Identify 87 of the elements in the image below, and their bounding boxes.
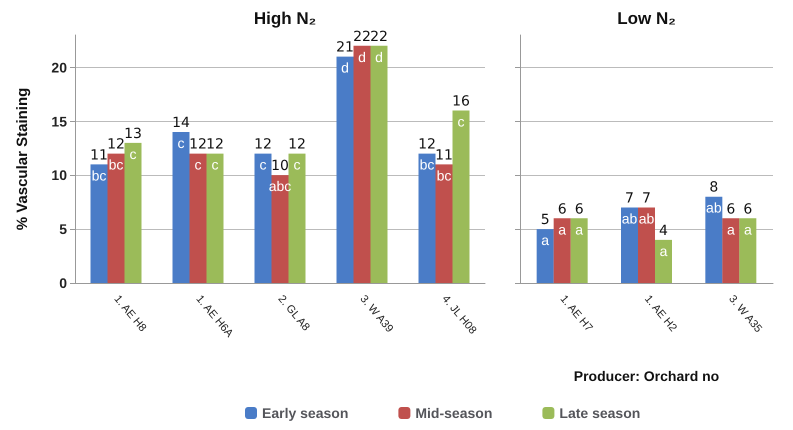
annotation: d [375, 48, 383, 65]
y-tick-label: 15 [51, 113, 68, 130]
chart-title: High N₂ [254, 9, 316, 28]
bar [336, 56, 354, 283]
x-tick-label: 1. AE H8 [111, 293, 149, 334]
data-label: 13 [124, 126, 142, 142]
annotation: bc [92, 167, 106, 184]
x-tick-label: 3. W A39 [357, 293, 396, 336]
bar [436, 164, 452, 283]
x-tick-label: 4. JL H08 [439, 293, 479, 337]
bar [570, 218, 588, 283]
data-label: 14 [172, 115, 190, 132]
bar [554, 218, 571, 283]
bar [190, 154, 206, 283]
annotation: a [575, 221, 584, 238]
legend-label: Late season [559, 405, 640, 421]
data-label: 7 [642, 190, 651, 207]
annotation: c [178, 135, 184, 152]
data-label: 11 [90, 147, 108, 164]
y-tick-label: 20 [51, 59, 68, 76]
data-label: 6 [743, 201, 752, 218]
annotation: ab [706, 200, 722, 216]
annotation: bc [108, 156, 124, 173]
y-axis-title: % Vascular Staining [14, 88, 31, 230]
y-tick-label: 0 [59, 275, 68, 291]
bar [536, 229, 554, 283]
annotation: a [726, 221, 735, 238]
bar [705, 196, 722, 283]
y-tick-label: 10 [51, 167, 68, 184]
annotation: d [341, 60, 349, 76]
legend-label: Early season [262, 405, 348, 421]
bar [354, 46, 370, 283]
annotation: a [558, 221, 566, 238]
bar [206, 154, 224, 283]
x-axis-title: Producer: Orchard no [574, 368, 720, 384]
chart-title: Low N₂ [617, 9, 676, 28]
annotation: c [294, 156, 300, 173]
annotation: c [260, 156, 266, 173]
data-label: 10 [271, 158, 289, 174]
bar [621, 208, 638, 283]
data-label: 12 [254, 136, 272, 153]
legend-label: Mid-season [415, 405, 492, 421]
data-label: 12 [189, 136, 207, 153]
bar [172, 132, 190, 283]
annotation: ab [622, 210, 638, 227]
data-label: 12 [206, 136, 224, 153]
data-label: 5 [540, 212, 550, 228]
data-label: 21 [336, 40, 354, 56]
data-label: 4 [659, 222, 668, 239]
data-label: 22 [370, 28, 388, 45]
annotation: a [744, 221, 752, 238]
y-tick-label: 5 [59, 221, 68, 238]
data-label: 11 [435, 147, 453, 164]
data-label: 7 [625, 190, 634, 207]
annotation: c [194, 156, 202, 173]
data-label: 12 [107, 136, 125, 153]
annotation: d [358, 48, 366, 65]
bar [108, 154, 124, 283]
data-label: 16 [452, 93, 470, 110]
data-label: 22 [353, 28, 371, 45]
bar [452, 110, 470, 283]
bar [418, 154, 436, 283]
bar [739, 218, 756, 283]
data-label: 6 [574, 201, 584, 218]
x-tick-label: 1. AE H7 [558, 293, 595, 334]
data-label: 6 [558, 201, 567, 218]
bar [655, 240, 672, 283]
x-tick-label: 1. AE H2 [642, 293, 680, 334]
annotation: bc [436, 167, 452, 184]
annotation: bc [420, 156, 434, 173]
bar [370, 46, 388, 283]
x-tick-label: 2. GL A8 [275, 293, 312, 334]
bar [722, 218, 740, 283]
bar [124, 142, 142, 283]
bar [90, 164, 108, 283]
x-tick-label: 3. W A35 [726, 293, 764, 336]
annotation: c [458, 113, 464, 130]
annotation: a [660, 242, 668, 259]
data-label: 6 [726, 201, 736, 218]
data-label: 8 [709, 180, 718, 196]
annotation: a [541, 232, 550, 248]
annotation: c [130, 146, 136, 162]
bar [638, 208, 655, 283]
data-label: 12 [288, 136, 306, 153]
annotation: c [212, 156, 218, 173]
data-label: 12 [418, 136, 436, 153]
annotation: ab [638, 210, 654, 227]
